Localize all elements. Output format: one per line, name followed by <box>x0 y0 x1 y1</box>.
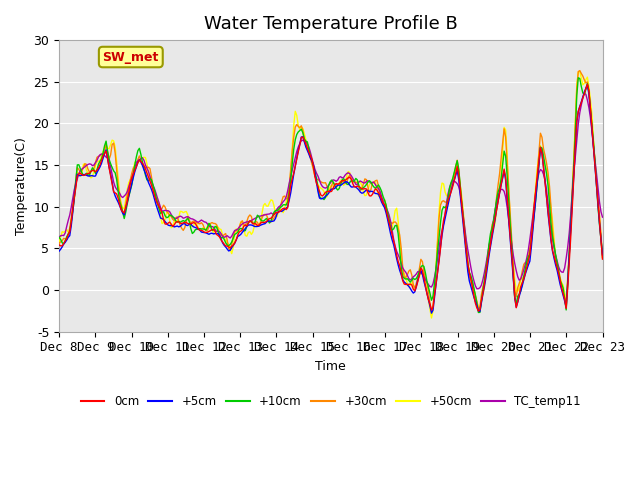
+30cm <box>570 159 577 165</box>
+5cm <box>55 248 63 254</box>
+30cm <box>217 233 225 239</box>
+30cm <box>598 255 606 261</box>
+10cm <box>570 166 577 172</box>
Line: +30cm: +30cm <box>59 71 602 311</box>
0cm <box>598 256 606 262</box>
0cm <box>217 237 225 243</box>
+30cm <box>55 240 63 246</box>
+50cm <box>244 229 252 235</box>
+10cm <box>575 75 582 81</box>
+50cm <box>217 227 225 232</box>
+50cm <box>122 197 129 203</box>
+50cm <box>576 69 584 74</box>
TC_temp11 <box>244 219 252 225</box>
+10cm <box>244 220 252 226</box>
TC_temp11 <box>293 149 301 155</box>
+50cm <box>428 315 435 321</box>
+50cm <box>570 156 577 161</box>
0cm <box>474 308 482 314</box>
+5cm <box>584 82 591 88</box>
+30cm <box>244 214 252 220</box>
+30cm <box>236 224 243 230</box>
TC_temp11 <box>55 234 63 240</box>
+50cm <box>55 239 63 245</box>
+30cm <box>122 201 129 207</box>
0cm <box>570 174 577 180</box>
+10cm <box>122 209 129 215</box>
Line: +5cm: +5cm <box>59 85 602 313</box>
+50cm <box>236 226 243 231</box>
Text: SW_met: SW_met <box>102 50 159 63</box>
Y-axis label: Temperature(C): Temperature(C) <box>15 137 28 235</box>
+5cm <box>236 233 243 239</box>
+10cm <box>598 252 606 257</box>
Line: TC_temp11: TC_temp11 <box>59 93 602 288</box>
+5cm <box>293 156 301 161</box>
+10cm <box>474 310 482 315</box>
0cm <box>584 81 591 87</box>
+10cm <box>293 132 301 137</box>
+10cm <box>217 235 225 241</box>
TC_temp11 <box>570 171 577 177</box>
+10cm <box>55 235 63 240</box>
Line: +10cm: +10cm <box>59 78 602 312</box>
+5cm <box>244 222 252 228</box>
Line: +50cm: +50cm <box>59 72 602 318</box>
+5cm <box>598 252 606 258</box>
+30cm <box>576 68 584 73</box>
Line: 0cm: 0cm <box>59 84 602 311</box>
+30cm <box>428 308 435 313</box>
+5cm <box>122 205 129 211</box>
+5cm <box>217 236 225 242</box>
TC_temp11 <box>598 214 606 220</box>
TC_temp11 <box>122 192 129 197</box>
+10cm <box>236 227 243 232</box>
0cm <box>293 156 301 161</box>
0cm <box>236 229 243 235</box>
+5cm <box>570 174 577 180</box>
Legend: 0cm, +5cm, +10cm, +30cm, +50cm, TC_temp11: 0cm, +5cm, +10cm, +30cm, +50cm, TC_temp1… <box>76 390 586 413</box>
TC_temp11 <box>217 231 225 237</box>
+5cm <box>428 310 435 316</box>
+30cm <box>293 121 301 127</box>
0cm <box>122 205 129 211</box>
Title: Water Temperature Profile B: Water Temperature Profile B <box>204 15 458 33</box>
TC_temp11 <box>473 286 481 291</box>
+50cm <box>293 113 301 119</box>
TC_temp11 <box>580 90 588 96</box>
0cm <box>55 242 63 248</box>
X-axis label: Time: Time <box>316 360 346 373</box>
0cm <box>244 220 252 226</box>
TC_temp11 <box>236 224 243 230</box>
+50cm <box>598 255 606 261</box>
